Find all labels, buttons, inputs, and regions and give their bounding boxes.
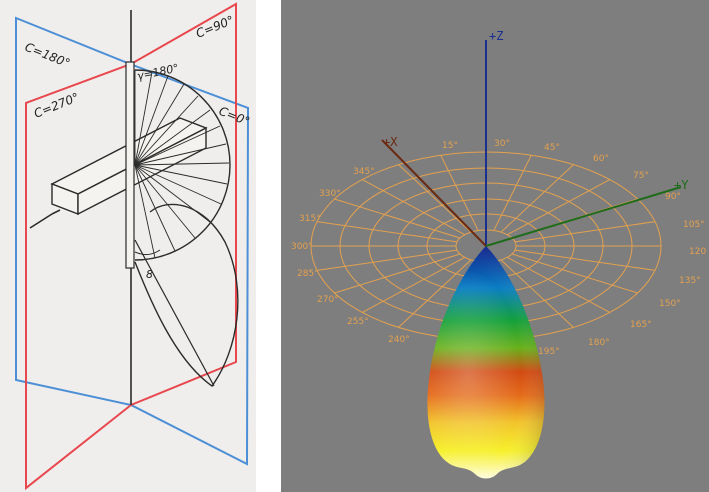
label-axis-z: +Z — [489, 29, 503, 43]
polar-spoke — [493, 154, 532, 231]
lobe-axis — [134, 239, 215, 387]
polar-spoke — [398, 164, 472, 233]
polar-spoke — [514, 221, 656, 243]
polar-spoke — [500, 164, 574, 233]
polar-3d-view: 15° 30° 45° 60° 75° 90° 105° 120 135° 15… — [281, 0, 709, 492]
deg-195: 195° — [538, 347, 560, 357]
polar-spoke — [440, 154, 479, 231]
intensity-solid — [427, 246, 545, 479]
deg-30: 30° — [494, 139, 510, 149]
axis-x — [381, 139, 487, 247]
polar-spoke — [506, 256, 610, 313]
degree-labels: 15° 30° 45° 60° 75° 90° 105° 120 135° 15… — [291, 139, 706, 357]
luminaire-stub — [29, 213, 53, 229]
deg-285: 285° — [297, 269, 319, 279]
deg-180: 180° — [588, 338, 610, 348]
theta-arc — [134, 249, 161, 256]
deg-60: 60° — [593, 154, 609, 164]
intensity-lobe — [134, 203, 239, 387]
polar-spoke — [334, 198, 461, 239]
label-c180: C=180° — [23, 40, 72, 71]
deg-270: 270° — [317, 295, 339, 305]
deg-120: 120 — [689, 247, 706, 257]
deg-255: 255° — [347, 317, 369, 327]
polar-spoke — [334, 253, 461, 294]
vertical-rod — [125, 61, 135, 269]
deg-165: 165° — [630, 320, 652, 330]
deg-45: 45° — [544, 143, 560, 153]
deg-330: 330° — [319, 189, 341, 199]
polar-spoke — [362, 256, 466, 313]
deg-300: 300° — [291, 242, 313, 252]
c-plane-diagram: C=180° C=90° C=270° C=0° γ=180° 8 — [0, 0, 256, 492]
polar-3d-drawing: 15° 30° 45° 60° 75° 90° 105° 120 135° 15… — [291, 29, 706, 479]
c-plane-drawing: C=180° C=90° C=270° C=0° γ=180° 8 — [15, 2, 252, 491]
polar-spoke — [506, 179, 610, 236]
deg-90: 90° — [665, 192, 681, 202]
polar-spoke — [316, 221, 458, 243]
deg-240: 240° — [388, 335, 410, 345]
axis-y — [485, 186, 682, 247]
deg-345: 345° — [353, 167, 375, 177]
polar-spoke — [511, 253, 638, 294]
deg-75: 75° — [633, 171, 649, 181]
deg-135: 135° — [679, 276, 701, 286]
label-theta: 8 — [146, 268, 153, 281]
angle-fan — [134, 69, 231, 261]
label-axis-x: +X — [383, 135, 398, 149]
deg-150: 150° — [659, 299, 681, 309]
polar-spoke — [500, 259, 574, 328]
label-c270: C=270° — [32, 90, 81, 121]
deg-105: 105° — [683, 220, 705, 230]
deg-15: 15° — [442, 141, 458, 151]
polar-spoke — [362, 179, 466, 236]
polar-spoke — [398, 259, 472, 328]
polar-spoke — [316, 249, 458, 271]
label-axis-y: +Y — [674, 178, 689, 192]
deg-315: 315° — [299, 214, 321, 224]
polar-spoke — [514, 249, 656, 271]
